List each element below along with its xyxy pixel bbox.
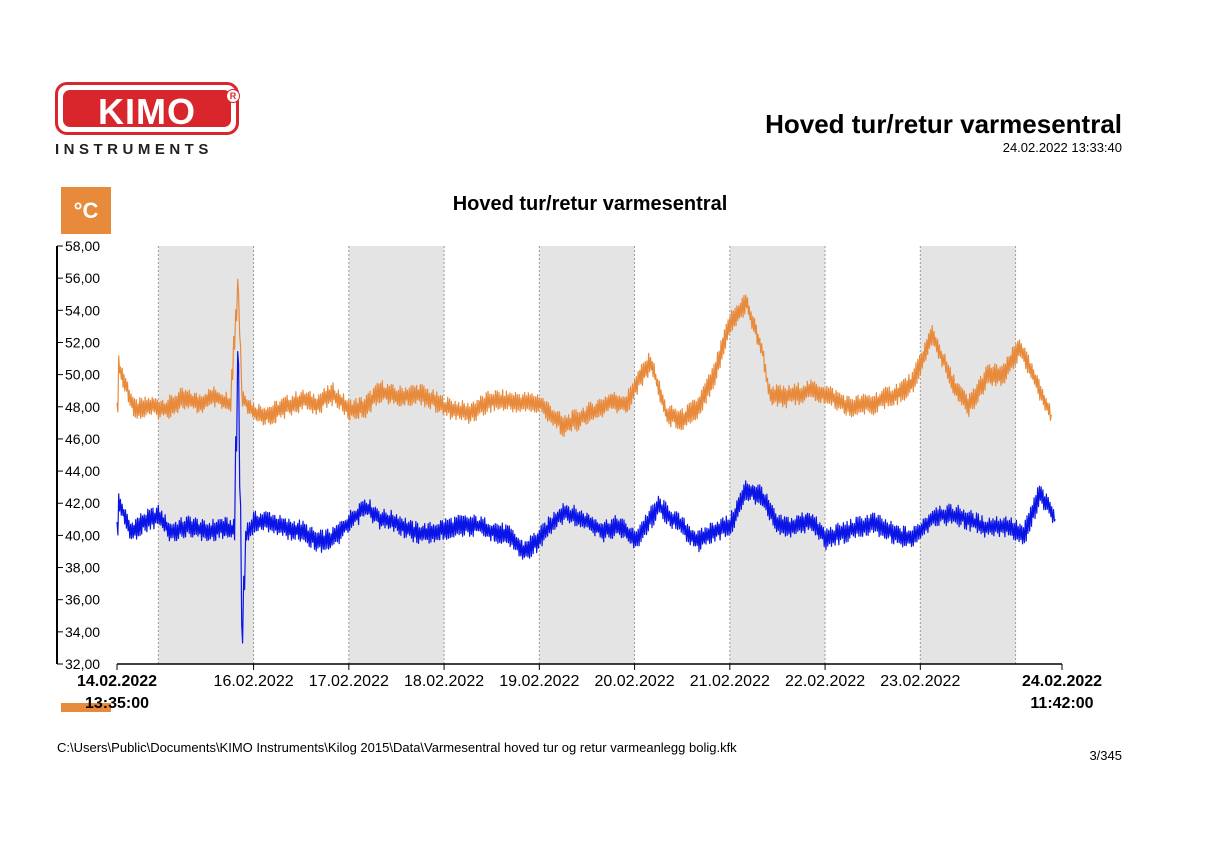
y-tick-label: 50,00 xyxy=(65,367,100,383)
unit-badge: °C xyxy=(61,187,111,234)
logo-text: KIMO xyxy=(98,91,196,132)
x-tick-label: 19.02.2022 xyxy=(499,673,579,690)
y-tick-label: 32,00 xyxy=(65,656,100,672)
weekend-band xyxy=(920,246,1016,664)
x-tick-label: 21.02.2022 xyxy=(690,673,770,690)
x-tick-label: 20.02.2022 xyxy=(595,673,675,690)
weekend-bands xyxy=(157,246,1017,664)
y-tick-label: 42,00 xyxy=(65,495,100,511)
y-tick-label: 36,00 xyxy=(65,592,100,608)
y-tick-label: 48,00 xyxy=(65,399,100,415)
y-tick-label: 54,00 xyxy=(65,302,100,318)
report-datetime: 24.02.2022 13:33:40 xyxy=(1002,140,1122,155)
x-tick-label: 22.02.2022 xyxy=(785,673,865,690)
file-path: C:\Users\Public\Documents\KIMO Instrumen… xyxy=(57,740,737,755)
y-tick-label: 44,00 xyxy=(65,463,100,479)
x-end-label-time: 11:42:00 xyxy=(1030,695,1093,712)
chart-axes xyxy=(56,246,1062,665)
series-line xyxy=(116,351,1056,644)
x-end-label-date: 24.02.2022 xyxy=(1022,673,1102,690)
logo-fill: KIMO xyxy=(63,90,231,132)
chart-series xyxy=(116,278,1056,644)
page-number: 3/345 xyxy=(1089,748,1122,763)
y-tick-label: 40,00 xyxy=(65,527,100,543)
weekend-band xyxy=(729,246,826,664)
series-line xyxy=(116,278,1052,437)
x-start-label-date: 14.02.2022 xyxy=(77,673,157,690)
series-color-swatch xyxy=(61,703,111,712)
weekend-band xyxy=(158,246,254,664)
y-tick-label: 46,00 xyxy=(65,431,100,447)
kimo-logo: KIMO R INSTRUMENTS xyxy=(55,82,245,162)
x-tick-label: 16.02.2022 xyxy=(214,673,294,690)
page-title: Hoved tur/retur varmesentral xyxy=(765,109,1122,139)
logo-frame: KIMO R xyxy=(55,82,240,135)
weekend-band xyxy=(539,246,635,664)
x-tick-label: 23.02.2022 xyxy=(880,673,960,690)
y-tick-label: 52,00 xyxy=(65,334,100,350)
x-tick-label: 18.02.2022 xyxy=(404,673,484,690)
y-tick-label: 56,00 xyxy=(65,270,100,286)
y-tick-label: 58,00 xyxy=(65,238,100,254)
chart-title: Hoved tur/retur varmesentral xyxy=(452,193,728,215)
y-tick-label: 38,00 xyxy=(65,560,100,576)
logo-subtext: INSTRUMENTS xyxy=(55,141,213,158)
y-axis-ticks: 32,00 34,00 36,00 38,00 40,00 42,00 44,00 46,00… xyxy=(57,238,100,672)
registered-mark-icon: R xyxy=(226,89,240,103)
x-axis-ticks: 16.02.2022 17.02.2022 18.02.2022 19.02.2022… xyxy=(77,664,1102,712)
y-tick-label: 34,00 xyxy=(65,624,100,640)
x-start-label-time: 13:35:00 xyxy=(85,695,149,712)
x-tick-label: 17.02.2022 xyxy=(309,673,389,690)
weekend-band xyxy=(348,246,445,664)
